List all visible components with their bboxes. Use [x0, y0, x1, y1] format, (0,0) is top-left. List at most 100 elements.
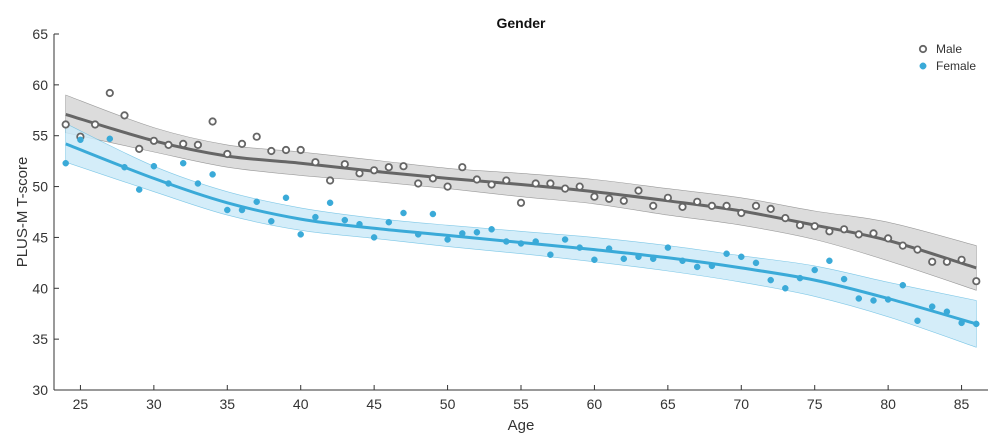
x-tick-label: 80	[880, 396, 896, 412]
female-data-point	[635, 253, 642, 261]
female-data-point	[312, 213, 319, 221]
y-tick-label: 50	[32, 179, 48, 195]
male-data-point	[883, 234, 893, 243]
female-data-point	[693, 263, 701, 271]
female-data-point	[268, 217, 275, 225]
male-data-point	[590, 192, 599, 201]
female-legend-label: Female	[936, 59, 976, 73]
male-data-point	[898, 241, 907, 250]
female-data-point	[664, 244, 672, 251]
male-data-point	[458, 163, 467, 172]
female-data-point	[943, 308, 951, 315]
male-data-point	[737, 208, 746, 218]
x-tick-label: 70	[733, 396, 749, 412]
male-data-point	[575, 182, 584, 191]
female-data-point	[547, 251, 554, 258]
x-tick-label: 75	[807, 396, 823, 412]
female-data-point	[473, 229, 481, 236]
female-data-point	[459, 230, 466, 237]
male-data-point	[208, 117, 217, 126]
female-data-point	[121, 163, 128, 171]
male-data-point	[722, 201, 731, 210]
male-data-point	[237, 139, 247, 148]
female-data-point	[385, 218, 393, 226]
male-data-point	[546, 179, 555, 188]
female-data-point	[899, 281, 907, 289]
y-ticks: 30 35 40 45 50 55 60 65	[32, 26, 59, 398]
female-data-point	[855, 295, 863, 302]
male-data-point	[487, 180, 496, 189]
male-data-point	[913, 245, 922, 254]
female-data-point	[517, 240, 525, 247]
female-data-point	[165, 180, 172, 187]
female-data-point	[752, 259, 760, 267]
male-data-point	[942, 257, 952, 266]
x-tick-label: 30	[146, 396, 162, 412]
male-data-point	[649, 201, 658, 210]
female-data-point	[605, 245, 613, 252]
y-tick-label: 55	[32, 128, 48, 144]
x-tick-label: 45	[366, 396, 382, 412]
male-data-point	[193, 140, 202, 149]
male-data-point	[795, 221, 805, 230]
female-data-point	[532, 238, 539, 245]
male-data-point	[428, 174, 437, 183]
female-data-point	[738, 253, 745, 261]
female-data-point	[973, 320, 980, 328]
male-data-point	[707, 201, 717, 210]
female-data-point	[135, 186, 143, 193]
male-data-point	[355, 169, 364, 178]
male-data-point	[663, 193, 673, 202]
male-data-point	[443, 182, 452, 191]
male-data-point	[105, 88, 114, 98]
female-data-point	[150, 162, 158, 170]
female-data-point	[400, 209, 407, 217]
female-data-point	[620, 255, 628, 263]
female-data-point	[297, 231, 304, 238]
male-data-point	[766, 204, 775, 213]
female-data-point	[914, 317, 921, 325]
x-tick-label: 40	[293, 396, 309, 412]
female-data-point	[708, 262, 716, 270]
male-data-point	[296, 145, 305, 155]
female-data-point	[840, 275, 848, 283]
x-axis-title: Age	[508, 417, 535, 434]
female-data-point	[282, 194, 290, 202]
male-data-point	[149, 136, 158, 145]
male-data-point	[869, 229, 878, 238]
male-data-point	[839, 225, 849, 234]
female-data-point	[782, 285, 789, 292]
female-data-point	[370, 234, 378, 241]
y-tick-label: 60	[32, 77, 48, 93]
x-tick-label: 35	[220, 396, 236, 412]
female-legend-marker	[919, 62, 927, 70]
data-points	[61, 88, 981, 328]
male-data-point	[678, 202, 687, 211]
male-data-point	[179, 139, 188, 148]
x-tick-label: 60	[587, 396, 603, 412]
female-data-point	[414, 231, 422, 238]
male-data-point	[854, 230, 863, 239]
female-data-point	[77, 136, 84, 144]
male-data-point	[252, 132, 261, 141]
male-data-point	[957, 255, 966, 264]
x-tick-label: 55	[513, 396, 529, 412]
female-data-point	[826, 257, 833, 265]
female-data-point	[444, 236, 451, 243]
female-data-point	[928, 303, 936, 310]
female-data-point	[767, 276, 774, 284]
male-data-point	[267, 146, 276, 156]
female-data-point	[356, 220, 363, 228]
male-data-point	[693, 197, 702, 206]
y-tick-label: 30	[32, 382, 48, 398]
female-data-point	[591, 256, 598, 264]
axes	[53, 34, 988, 391]
x-tick-label: 25	[73, 396, 89, 412]
male-data-point	[619, 196, 628, 205]
x-ticks: 25 30 35 40 45 50 55 60 65 70 75 80 85	[73, 385, 970, 412]
male-data-point	[810, 222, 819, 231]
male-data-point	[516, 198, 526, 207]
male-data-point	[91, 120, 100, 129]
x-tick-label: 65	[660, 396, 676, 412]
